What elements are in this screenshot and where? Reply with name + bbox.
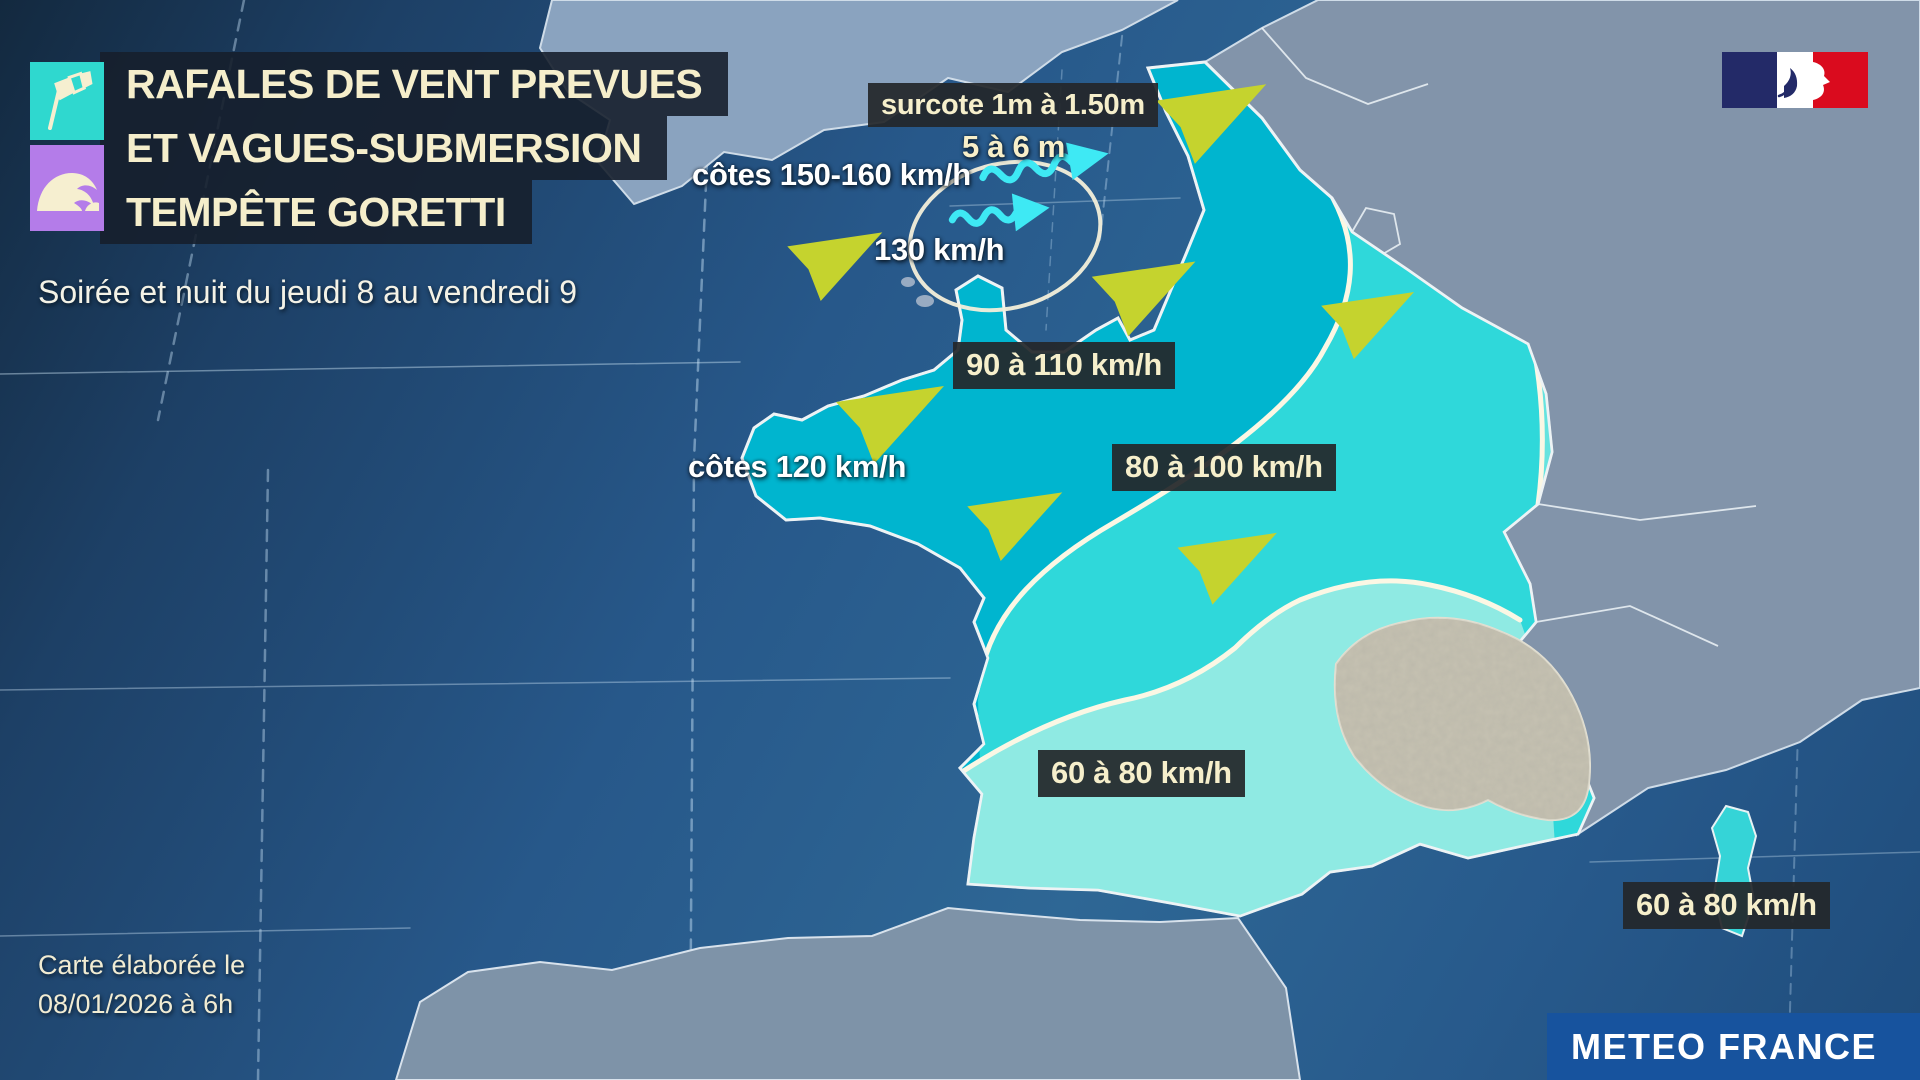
wind-arrow-icon [787, 232, 883, 301]
wave-arrow-icons [948, 142, 1109, 232]
zone-80-100-label: 80 à 100 km/h [1112, 444, 1336, 491]
neighbour-countries [394, 0, 1920, 1080]
french-republic-flag-logo [1722, 52, 1868, 108]
channel-island [901, 277, 915, 287]
title-line-2: ET VAGUES-SUBMERSION [100, 116, 668, 180]
wave-height-label: 5 à 6 m [962, 129, 1066, 164]
windsock-icon [30, 62, 104, 140]
marianne-profile [1813, 62, 1830, 100]
legend-icons [30, 62, 104, 231]
coastal-gust-highlight-ellipse [907, 159, 1103, 313]
issued-line-2: 08/01/2026 à 6h [38, 989, 234, 1019]
north-coast-gust-label: côtes 150-160 km/h [692, 157, 971, 192]
zone-90-110-label: 90 à 110 km/h [953, 342, 1176, 389]
west-coast-gust-label: côtes 120 km/h [688, 449, 907, 484]
map-title: RAFALES DE VENT PREVUES ET VAGUES-SUBMER… [100, 52, 729, 244]
gust-130-label: 130 km/h [874, 232, 1005, 267]
title-line-1: RAFALES DE VENT PREVUES [100, 52, 729, 116]
spain-landmass [394, 906, 1302, 1080]
wave-arrow-icon [979, 142, 1109, 184]
zone-60-80-south-label: 60 à 80 km/h [1038, 750, 1245, 797]
zone-60-80-corsica-label: 60 à 80 km/h [1623, 882, 1830, 929]
wave-icon [30, 145, 104, 231]
country-borders [1261, 27, 1757, 647]
issued-line-1: Carte élaborée le [38, 950, 246, 980]
surge-label: surcote 1m à 1.50m [868, 83, 1158, 128]
wave-arrow-icon [948, 193, 1050, 232]
validity-period: Soirée et nuit du jeudi 8 au vendredi 9 [38, 274, 578, 310]
title-line-3: TEMPÊTE GORETTI [100, 180, 532, 244]
france-coastline [740, 60, 1596, 918]
channel-island [916, 295, 934, 307]
meteo-france-logo: METEO FRANCE [1547, 1013, 1920, 1080]
alps-terrain [1333, 616, 1591, 822]
issued-timestamp: Carte élaborée le 08/01/2026 à 6h [38, 946, 245, 1024]
